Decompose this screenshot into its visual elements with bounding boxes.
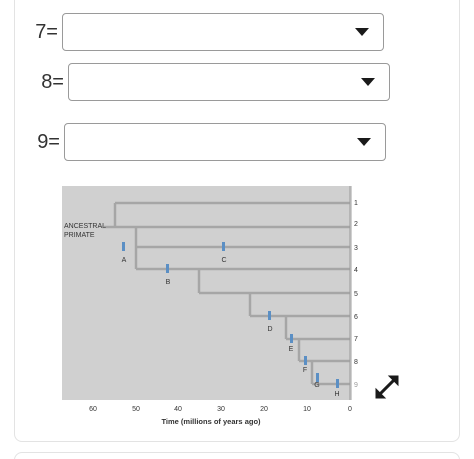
tip-label: 2 [354,221,358,228]
event-marker-g [316,373,319,382]
tip-label: 5 [354,291,358,298]
root-label-line1: ANCESTRAL [64,223,106,230]
tip-label: 3 [354,245,358,252]
event-label: A [122,257,127,264]
event-label: H [334,391,339,398]
tree-branches [102,201,350,386]
event-marker-e [290,334,293,343]
question-row-8: 8= [14,63,390,101]
root-label-line2: PRIMATE [64,232,95,239]
tip-label: 9 [354,382,358,389]
tip-label: 1 [354,200,358,207]
tip-label: 4 [354,267,358,274]
question-label: 9= [37,130,60,153]
axis-tick: 50 [132,406,140,413]
event-label: B [166,279,171,286]
event-markers [122,242,339,388]
chevron-down-icon [355,28,369,36]
chevron-down-icon [361,78,375,86]
axis-tick: 60 [89,406,97,413]
axis-tick: 40 [174,406,182,413]
axis-tick: 0 [348,406,352,413]
event-marker-b [166,264,169,273]
answer-select-8[interactable] [68,63,390,101]
question-row-7: 7= [8,13,384,51]
event-marker-c [222,242,225,251]
axis-tick: 10 [303,406,311,413]
event-label: C [221,257,226,264]
event-marker-f [304,356,307,365]
answer-select-9[interactable] [64,123,386,161]
question-row-9: 9= [10,123,386,161]
event-label: D [267,326,272,333]
event-marker-a [122,242,125,251]
event-label: E [289,346,294,353]
question-label: 7= [35,20,58,43]
axis-tick: 30 [217,406,225,413]
tip-label: 6 [354,314,358,321]
answer-select-7[interactable] [62,13,384,51]
event-marker-h [336,379,339,388]
axis-title: Time (millions of years ago) [161,417,261,426]
event-marker-d [268,311,271,320]
question-label: 8= [41,70,64,93]
event-label: G [314,382,319,389]
axis-tick: 20 [260,406,268,413]
tip-label: 8 [354,359,358,366]
tip-label: 7 [354,336,358,343]
expand-diagonal-arrows-icon[interactable] [372,372,402,402]
event-label: F [303,367,307,374]
chevron-down-icon [357,138,371,146]
